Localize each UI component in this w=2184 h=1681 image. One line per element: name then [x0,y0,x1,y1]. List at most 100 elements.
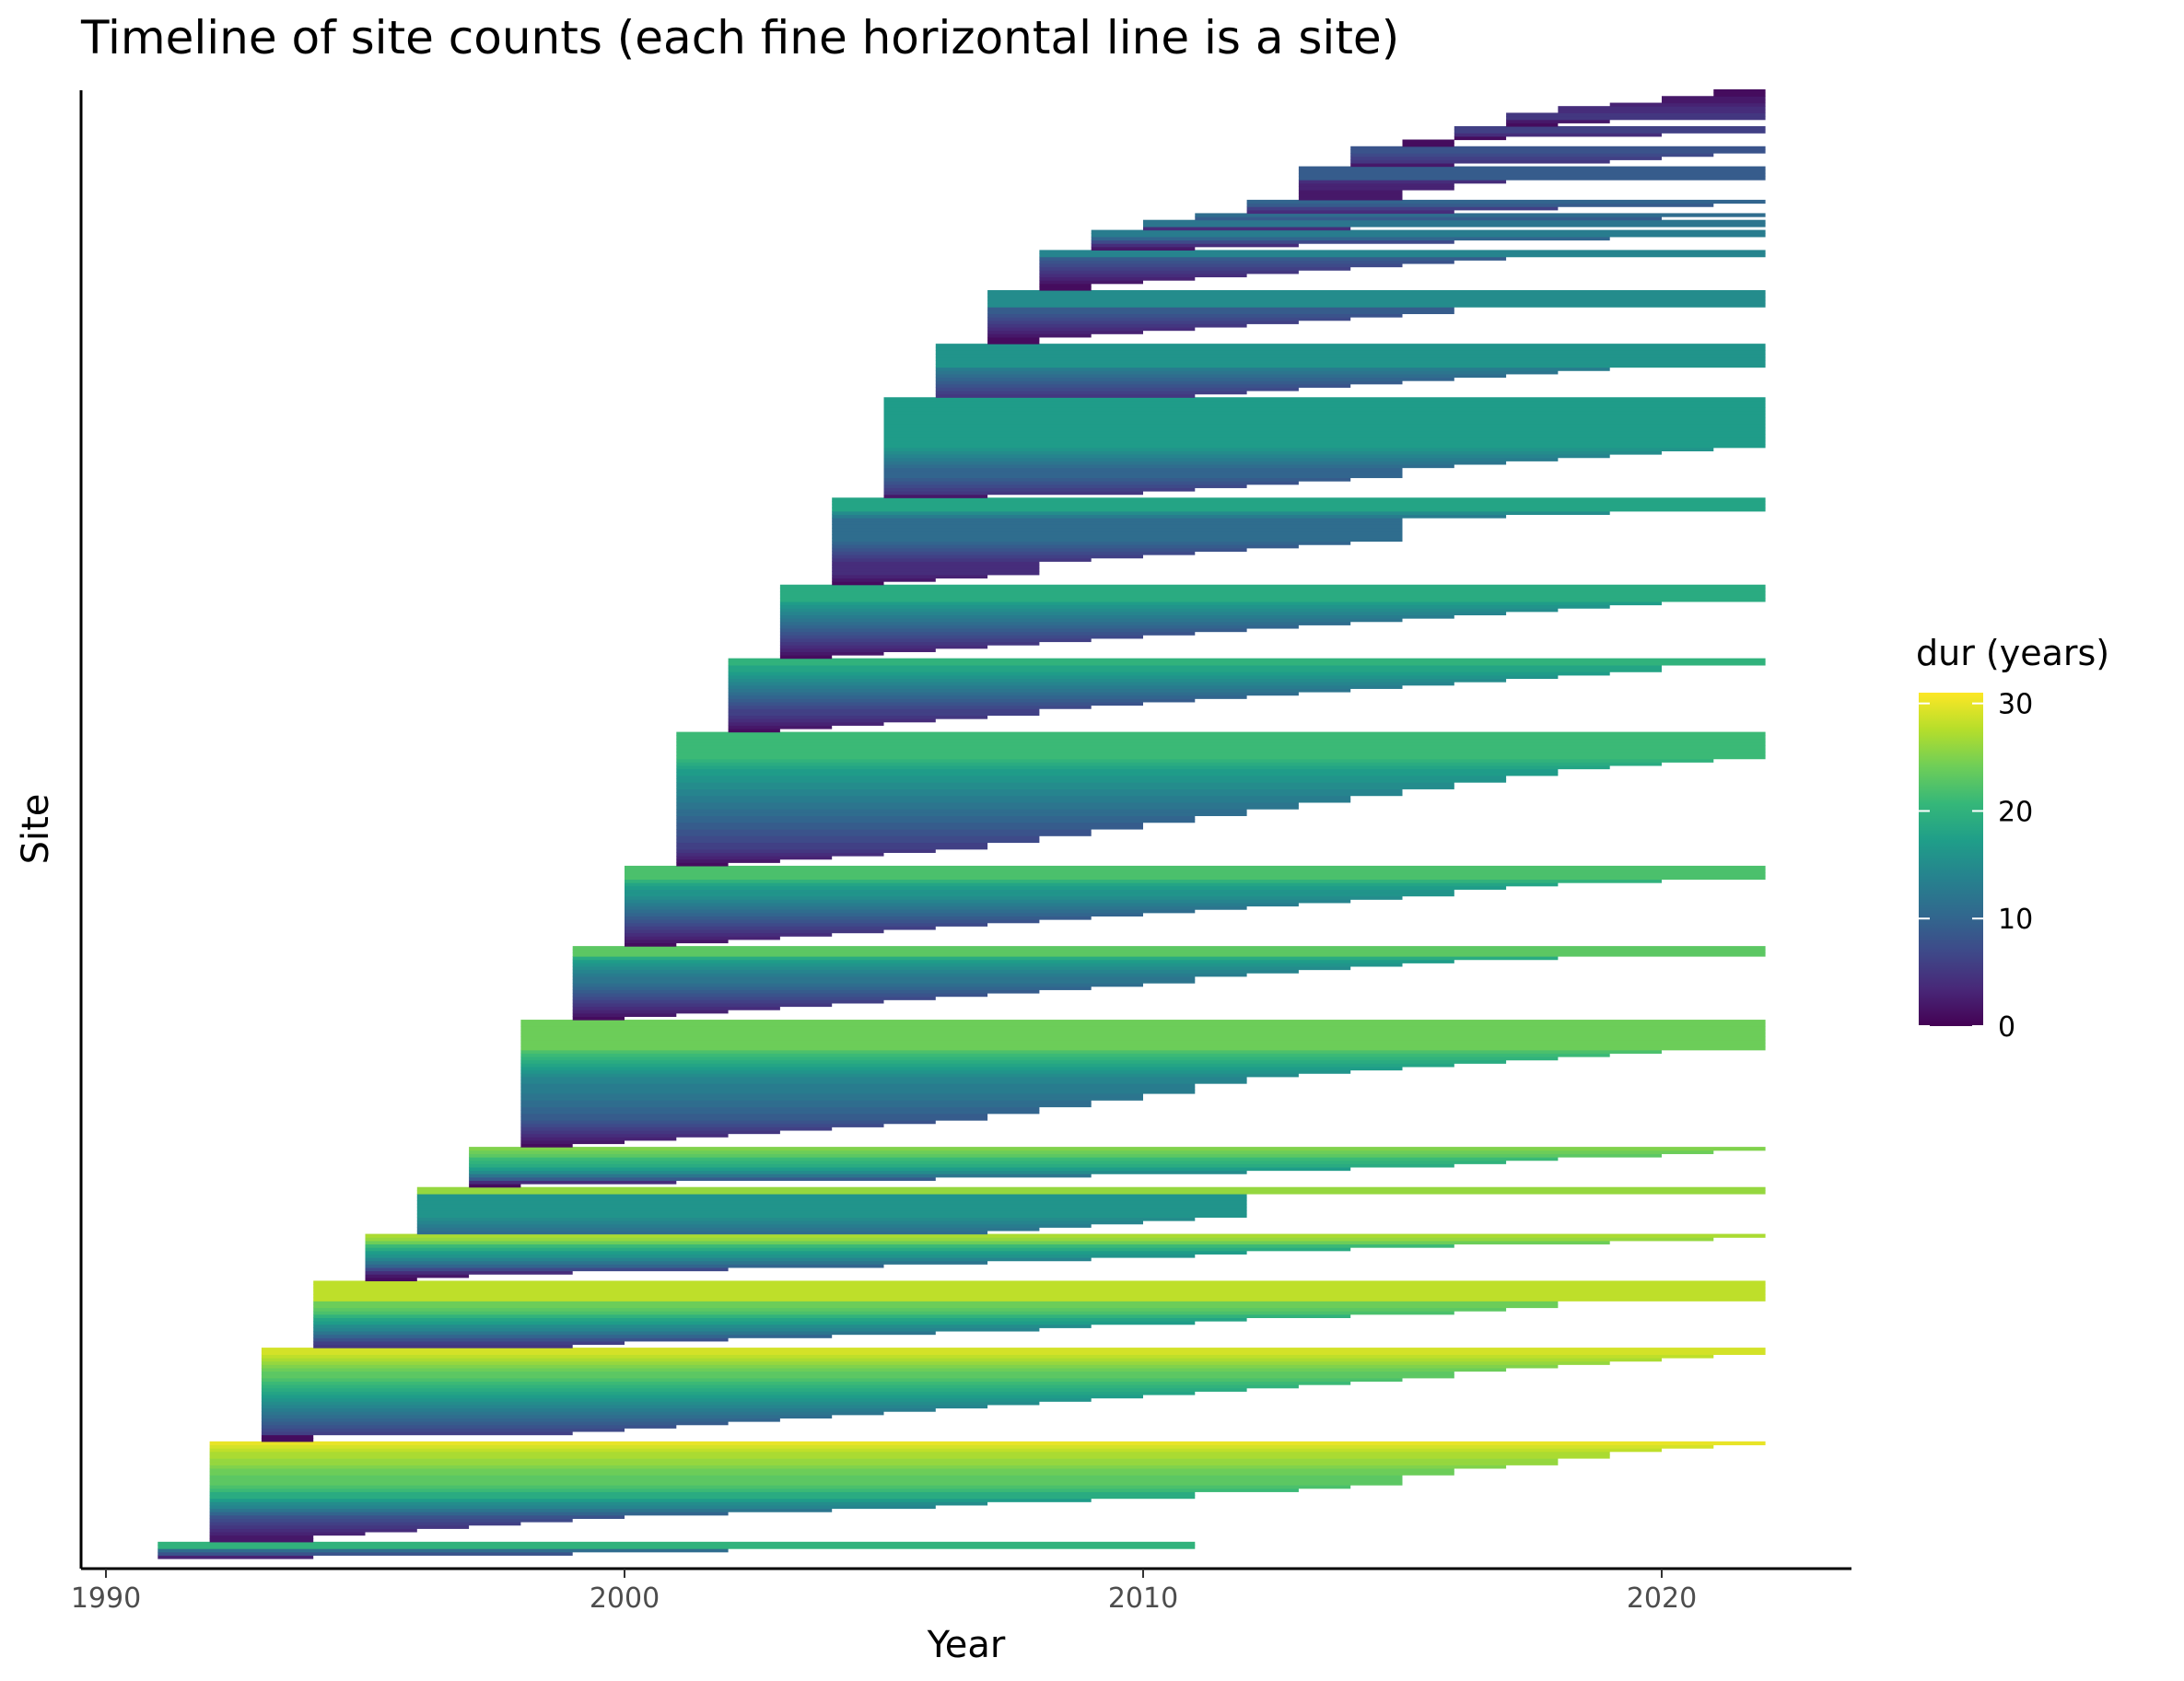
site-bar [987,336,1040,342]
site-bar [520,1123,884,1127]
site-bar [469,1160,1507,1164]
site-bar [779,608,1559,613]
site-bar [935,363,1766,368]
site-bar [1246,199,1766,204]
site-bar [469,1184,521,1188]
site-bar [261,1360,1610,1365]
site-bar [676,846,988,850]
site-bar [1195,213,1766,217]
site-bar [520,1059,1507,1064]
site-bar [728,658,1766,662]
site-bar [313,1327,1040,1332]
site-bar [935,393,1196,398]
site-bar [779,598,1766,602]
site-bar [832,574,988,579]
site-bar [209,1458,1559,1463]
site-bar [261,1418,780,1422]
site-bar [313,1330,936,1336]
site-bar [261,1411,884,1416]
site-bar [1298,180,1507,184]
site-bar [520,1139,625,1145]
site-bar [313,1313,1351,1318]
site-bar [520,1103,1092,1108]
site-bar [209,1461,1559,1465]
site-bar [1298,186,1454,191]
site-bar [832,518,1403,522]
site-bar [883,487,1196,492]
site-bar [261,1438,314,1442]
chart-title: Timeline of site counts (each fine horiz… [80,11,1399,64]
legend-colorbar [1919,693,1983,1026]
site-bar [209,1441,1766,1446]
site-bar [625,865,1766,870]
site-bar [520,1029,1766,1034]
site-bar [520,1056,1559,1061]
site-bar [520,1133,729,1138]
site-bar [883,477,1351,482]
site-bar [520,1039,1766,1045]
site-bar [728,682,1454,686]
site-bar [1350,159,1610,164]
legend-ticks: 0 10 20 30 [1919,689,2033,1044]
site-bar [416,1203,1247,1208]
site-bar [261,1374,1454,1379]
site-bar [520,1069,1351,1074]
site-bar [313,1284,1766,1289]
site-bar [832,567,1040,572]
x-tick-label: 2000 [590,1582,660,1615]
site-bar [416,1207,1247,1211]
site-bar [313,1324,1092,1328]
site-bar [365,1254,1196,1258]
site-bar [209,1535,314,1539]
site-bar [676,735,1766,740]
site-bar [676,819,1196,823]
site-bar [935,390,1247,395]
site-bar [572,986,1092,990]
site-bar [1298,172,1766,178]
site-bar [209,1488,1299,1492]
site-bar [313,1317,1247,1322]
site-bar [1454,125,1766,131]
site-bar [416,1223,1092,1228]
site-bar [572,963,1403,967]
site-bar [779,618,1403,623]
site-bar [987,320,1299,324]
site-bar [365,1243,1454,1248]
site-bar [728,688,1351,693]
site-bar [520,1143,573,1148]
site-bar [158,1548,729,1553]
site-bar [883,430,1766,435]
site-bar [1298,176,1766,181]
site-bar [1713,92,1766,97]
site-bar [416,1193,1247,1198]
site-bar [935,360,1766,365]
site-bar [832,547,1247,552]
site-bar [1039,266,1351,271]
site-bar [1143,226,1351,231]
site-bar [883,434,1766,438]
site-bar [520,1129,780,1135]
site-bar [261,1394,1143,1399]
site-bar [779,651,884,656]
site-bar [779,625,1299,629]
site-bar [676,741,1766,746]
site-bar [1609,102,1766,107]
site-bar [779,645,988,649]
site-bar [158,1555,314,1559]
site-bar [676,842,988,846]
site-bar [779,655,833,660]
site-bar [935,367,1610,371]
site-bar [572,992,988,998]
site-bar [520,1100,1092,1104]
site-bar [261,1421,729,1426]
site-bar [832,544,1299,549]
site-bar [261,1397,1092,1402]
site-bar [313,1311,1454,1315]
site-bar [1506,112,1766,117]
site-bar [676,809,1247,813]
site-bar [779,594,1766,599]
site-bar [416,1210,1247,1215]
site-bar [625,936,780,940]
site-bar [676,782,1454,787]
